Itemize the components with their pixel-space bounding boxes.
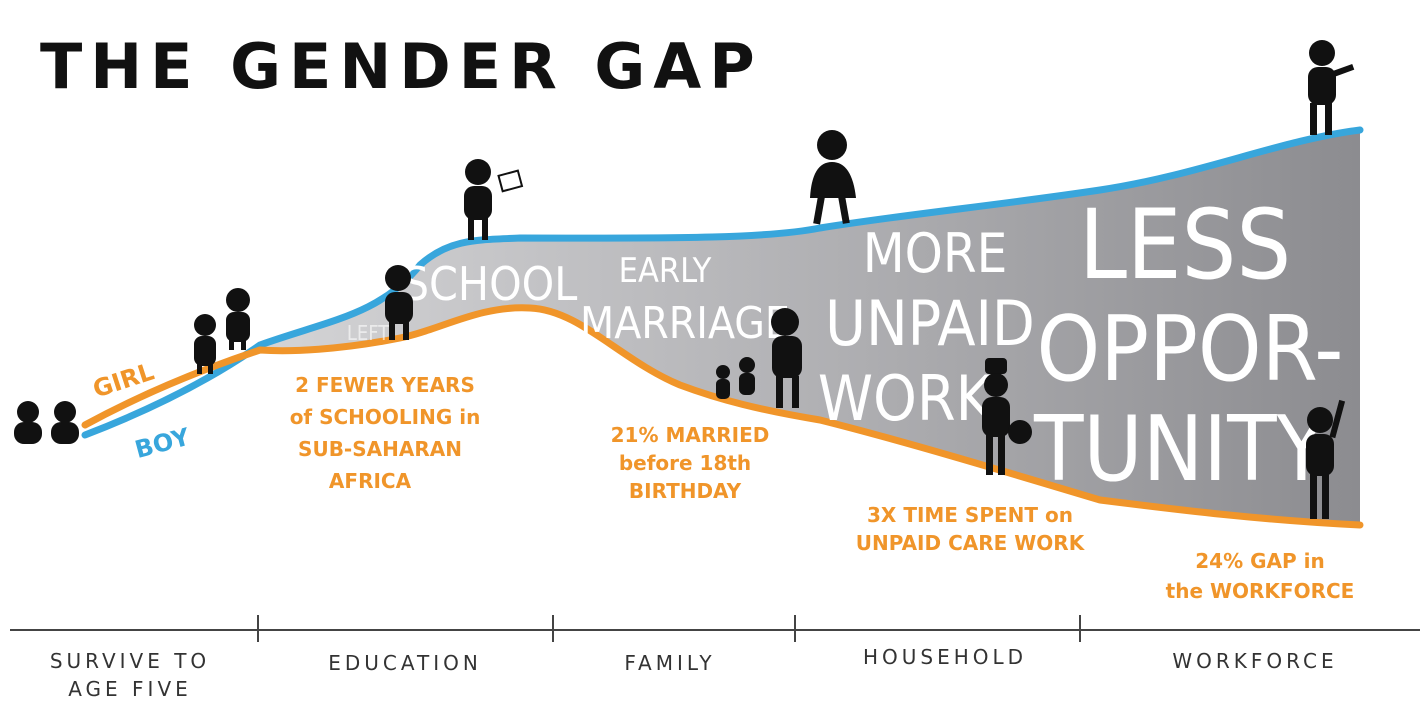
stage-label: SURVIVE TO [50,649,210,673]
stage-label: WORKFORCE [1172,649,1337,673]
overlay-text: MARRIAGE [580,298,790,349]
annotation: 2 FEWER YEARS [295,373,475,397]
overlay-text: LESS [1079,189,1291,301]
walker [810,130,856,224]
overlay-text: UNPAID [825,287,1035,360]
stage-label: EDUCATION [328,651,482,675]
baby [51,401,79,444]
baby [14,401,42,444]
annotation: before 18th [619,451,751,475]
stage-axis: SURVIVE TO AGE FIVE EDUCATION FAMILY HOU… [10,615,1420,701]
infographic: THE GENDER GAP GIRL BOY LEFT SCHOOL EARL… [0,0,1422,701]
overlay-text: EARLY [619,251,712,291]
overlay-text: MORE [863,222,1008,285]
child [194,314,216,374]
annotation-marriage: 21% MARRIED before 18th BIRTHDAY [611,423,770,503]
annotation: UNPAID CARE WORK [856,531,1086,555]
overlay-text: SCHOOL [403,257,578,311]
boy-label: BOY [132,423,193,464]
annotation: BIRTHDAY [629,479,742,503]
overlay-text: TUNITY [1033,397,1327,502]
overlay-text: OPPOR- [1037,297,1344,402]
stage-label: HOUSEHOLD [863,645,1027,669]
man-at-top [1308,40,1354,135]
overlay-text: LEFT [347,321,390,345]
child [226,288,250,350]
annotation-care-work: 3X TIME SPENT on UNPAID CARE WORK [856,503,1086,555]
annotation: 21% MARRIED [611,423,770,447]
annotation-workforce: 24% GAP in the WORKFORCE [1166,549,1355,603]
annotation: the WORKFORCE [1166,579,1355,603]
annotation: AFRICA [329,469,412,493]
reader [464,159,522,240]
annotation: 3X TIME SPENT on [867,503,1073,527]
title: THE GENDER GAP [40,30,763,103]
annotation: SUB-SAHARAN [298,437,462,461]
overlay-text: WORK [818,362,994,435]
annotation: of SCHOOLING in [290,405,481,429]
stage-label: FAMILY [624,651,715,675]
annotation: 24% GAP in [1195,549,1324,573]
annotation-schooling: 2 FEWER YEARS of SCHOOLING in SUB-SAHARA… [290,373,481,493]
stage-label: AGE FIVE [68,677,192,701]
